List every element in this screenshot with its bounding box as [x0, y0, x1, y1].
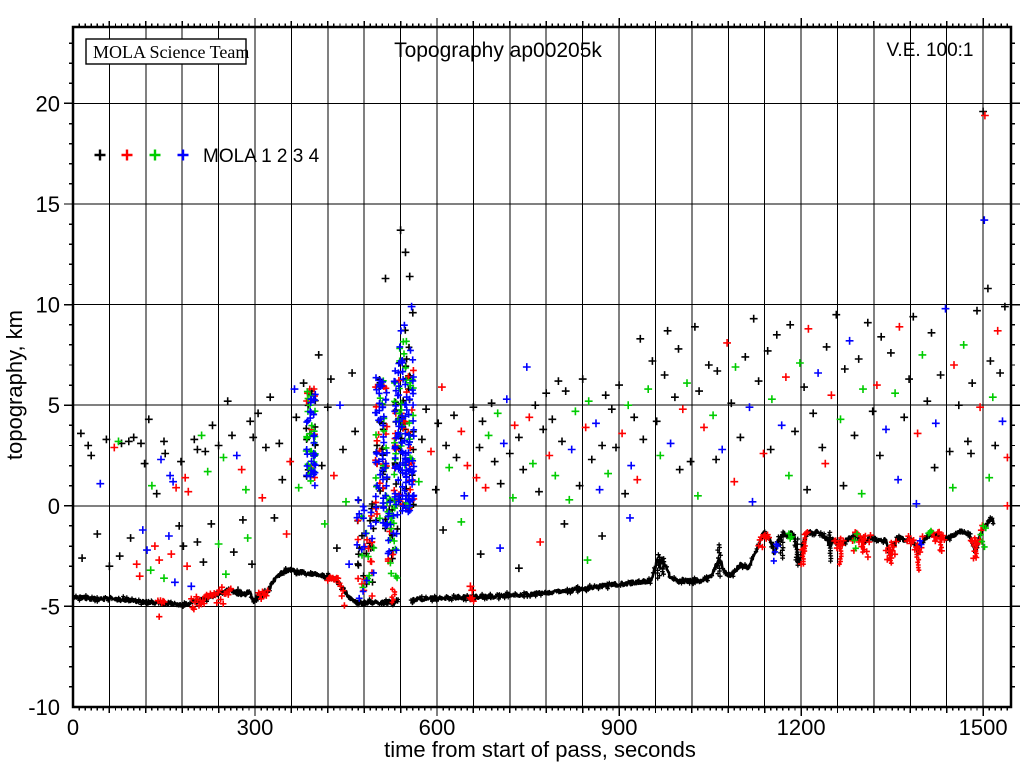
- x-tick-labels: 0 300 600 900 1200 1500: [67, 715, 1008, 740]
- y-tick-labels: -10 -5 0 5 10 15 20: [28, 91, 60, 720]
- y-tick-label: 10: [36, 293, 60, 318]
- grid-lines: [73, 27, 1011, 707]
- y-tick-label: 0: [48, 494, 60, 519]
- ve-ratio-label: V.E. 100:1: [887, 40, 974, 61]
- legend-label: MOLA 1 2 3 4: [203, 146, 320, 167]
- x-axis-title: time from start of pass, seconds: [384, 737, 696, 762]
- x-tick-label: 1200: [777, 715, 826, 740]
- axis-ticks: [64, 18, 1020, 716]
- credit-text: MOLA Science Team: [93, 42, 249, 62]
- x-tick-label: 900: [601, 715, 638, 740]
- x-tick-label: 1500: [959, 715, 1008, 740]
- legend-plus-icon-mola-2: [121, 149, 133, 161]
- chart-title: Topography ap00205k: [394, 39, 602, 62]
- credit-box: MOLA Science Team: [85, 38, 249, 65]
- x-tick-label: 600: [419, 715, 456, 740]
- y-tick-label: -5: [40, 594, 60, 619]
- x-tick-label: 300: [237, 715, 274, 740]
- y-tick-label: 15: [36, 192, 60, 217]
- legend-plus-icon-mola-4: [177, 149, 189, 161]
- legend-plus-icon-mola-1: [94, 149, 106, 161]
- legend-plus-icon-mola-3: [149, 149, 161, 161]
- y-axis-title: topography, km: [2, 310, 27, 460]
- y-tick-label: 5: [48, 393, 60, 418]
- plot-frame: [71, 25, 1013, 709]
- y-tick-label: -10: [28, 695, 60, 720]
- y-tick-label: 20: [36, 91, 60, 116]
- legend: MOLA 1 2 3 4: [94, 146, 320, 167]
- x-tick-label: 0: [67, 715, 79, 740]
- scatter-mola-4: [96, 216, 1007, 602]
